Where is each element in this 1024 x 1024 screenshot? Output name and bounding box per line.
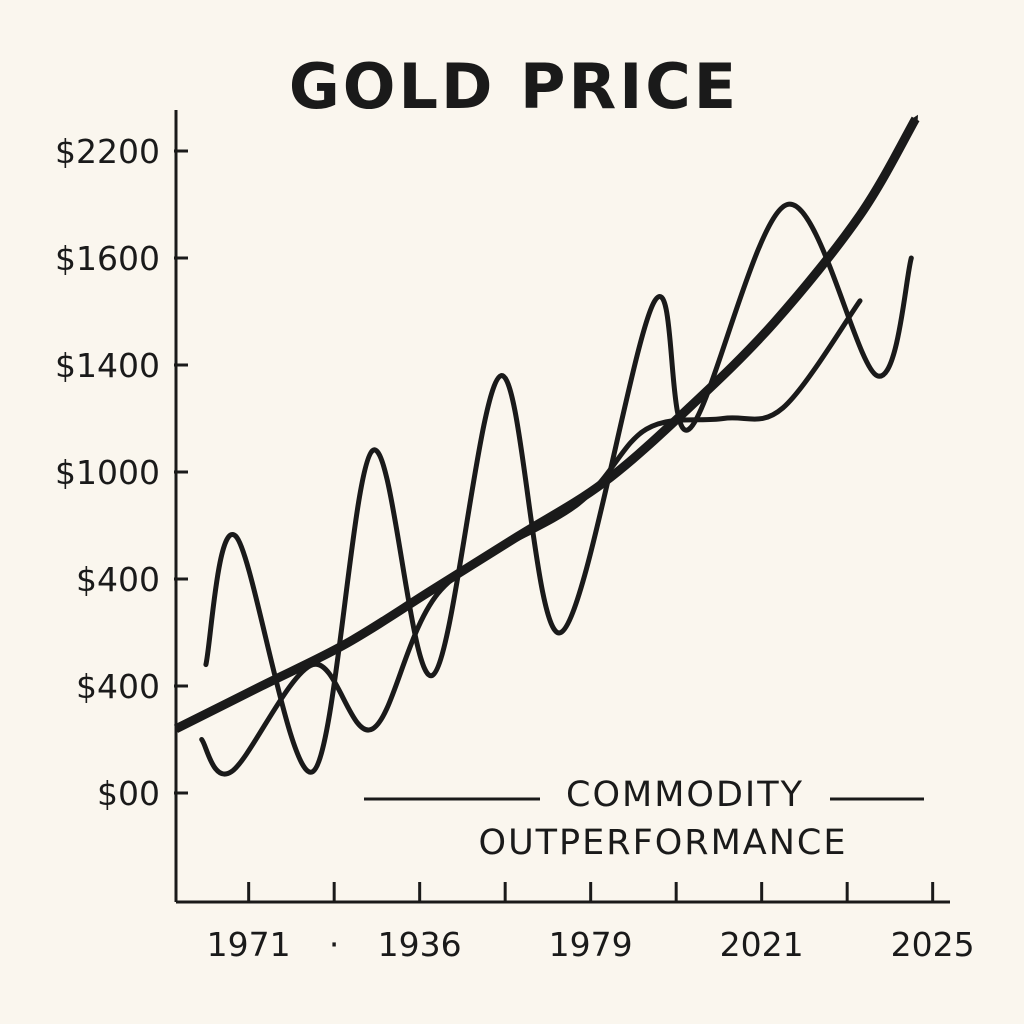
y-tick-label: $00 bbox=[97, 774, 160, 813]
y-tick-label: $1400 bbox=[55, 346, 160, 385]
annotation: COMMODITY OUTPERFORMANCE bbox=[364, 775, 924, 863]
x-tick-group: 1971 · 1936 1979 2021 2025 bbox=[207, 882, 975, 964]
y-tick-label: $1000 bbox=[55, 453, 160, 492]
x-tick-label: 1971 bbox=[207, 925, 291, 964]
x-tick-label: · bbox=[329, 925, 340, 964]
y-tick-label: $400 bbox=[76, 667, 160, 706]
series-group bbox=[173, 114, 920, 777]
x-tick-label: 2025 bbox=[891, 925, 975, 964]
chart-title: GOLD PRICE bbox=[289, 50, 739, 123]
y-tick-label: $400 bbox=[76, 560, 160, 599]
trend-arrow-line bbox=[173, 114, 920, 733]
annotation-line-2: OUTPERFORMANCE bbox=[479, 823, 848, 863]
y-tick-group: $2200 $1600 $1400 $1000 $400 $400 $00 bbox=[55, 132, 188, 813]
x-tick-label: 1936 bbox=[378, 925, 462, 964]
y-tick-label: $1600 bbox=[55, 239, 160, 278]
wave-line-2 bbox=[199, 298, 863, 777]
wave-line-1 bbox=[203, 201, 914, 775]
y-tick-label: $2200 bbox=[55, 132, 160, 171]
annotation-line-1: COMMODITY bbox=[566, 775, 804, 815]
x-tick-label: 1979 bbox=[549, 925, 633, 964]
x-tick-label: 2021 bbox=[720, 925, 804, 964]
